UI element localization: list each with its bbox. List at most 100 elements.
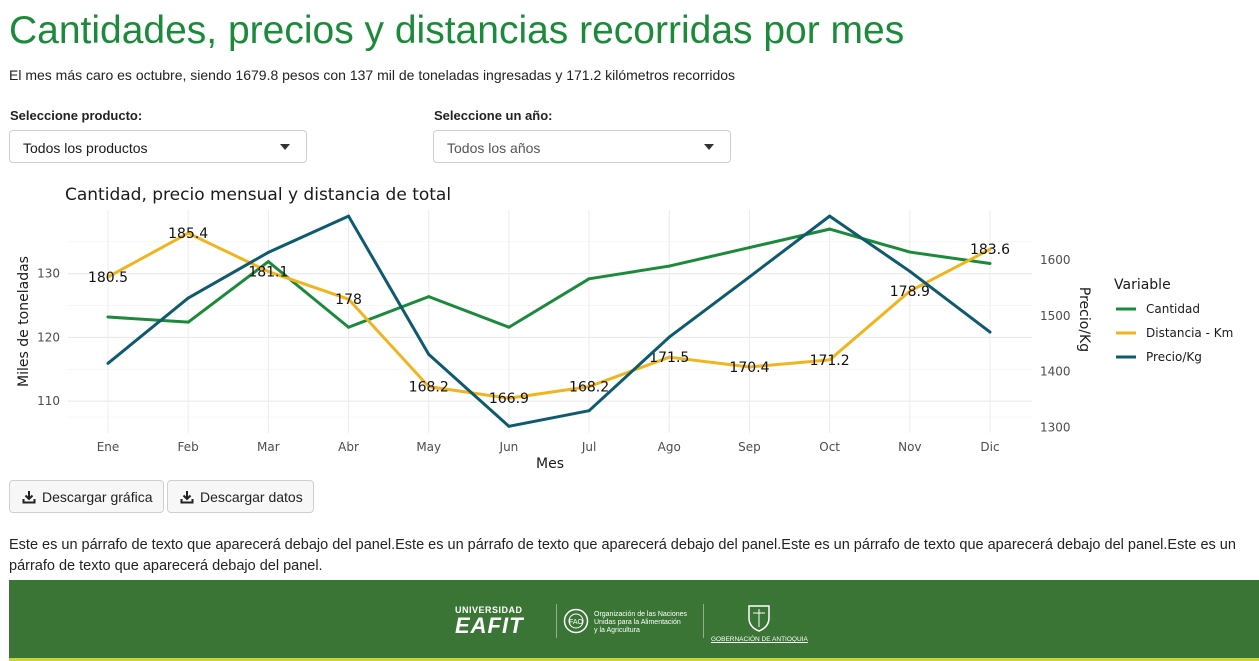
download-icon	[22, 490, 36, 503]
footer-accent-line	[9, 658, 1259, 661]
data-point-distancia-km	[908, 289, 912, 293]
data-point-cantidad	[186, 320, 190, 324]
series-line-precio-kg	[107, 214, 991, 428]
data-point-precio-kg	[266, 250, 270, 254]
coat-of-arms-icon	[748, 605, 770, 632]
svg-text:FAO: FAO	[569, 619, 584, 626]
eafit-logo-small: UNIVERSIDAD	[455, 605, 523, 615]
download-chart-label: Descargar gráfica	[42, 488, 153, 505]
x-tick-label: Jul	[581, 440, 596, 454]
footer-divider	[703, 604, 704, 638]
eafit-logo-big: EAFIT	[455, 613, 524, 638]
y2-tick-label: 1400	[1040, 365, 1071, 379]
x-tick-label: Ene	[97, 440, 120, 454]
data-label: 185.4	[168, 226, 208, 242]
y-tick-label: 120	[37, 330, 60, 344]
series-line-distancia-km	[107, 231, 991, 400]
fao-line: Organización de las Naciones	[594, 611, 687, 618]
data-point-cantidad	[507, 325, 511, 329]
data-label: 180.5	[88, 270, 128, 286]
y2-tick-label: 1500	[1040, 309, 1071, 323]
download-data-button[interactable]: Descargar datos	[167, 480, 314, 513]
data-point-distancia-km	[507, 396, 511, 400]
data-point-cantidad	[667, 264, 671, 268]
data-point-precio-kg	[988, 330, 992, 334]
fao-line: Unidas para la Alimentación	[594, 619, 681, 626]
data-point-cantidad	[106, 315, 110, 319]
y-axis-title: Miles de toneladas	[16, 256, 32, 387]
legend-title: Variable	[1114, 277, 1171, 293]
line-chart: 110 120 130 Ene Feb Mar Abr May Jun Jul Ago Sep Oct N…	[16, 185, 1233, 472]
x-tick-label: Feb	[178, 440, 199, 454]
x-tick-label: Sep	[738, 440, 761, 454]
data-point-cantidad	[347, 325, 351, 329]
data-point-precio-kg	[106, 361, 110, 365]
data-point-distancia-km	[347, 297, 351, 301]
data-point-precio-kg	[347, 214, 351, 218]
caret-down-icon	[280, 144, 290, 150]
y-tick-label: 110	[37, 394, 60, 408]
data-label: 166.9	[489, 391, 529, 407]
eafit-logo: UNIVERSIDAD EAFIT	[455, 606, 524, 637]
data-label: 170.4	[729, 360, 769, 376]
y2-tick-label: 1300	[1040, 420, 1071, 434]
data-point-cantidad	[587, 277, 591, 281]
y2-tick-label: 1600	[1040, 253, 1071, 267]
data-point-cantidad	[908, 250, 912, 254]
series-line-cantidad	[107, 227, 991, 329]
year-select-value: Todos los años	[447, 140, 541, 156]
data-point-distancia-km	[587, 385, 591, 389]
y2-axis-title: Precio/Kg	[1076, 287, 1092, 352]
legend-label: Precio/Kg	[1146, 350, 1202, 364]
chart-title: Cantidad, precio mensual y distancia de …	[65, 185, 451, 205]
data-label: 171.5	[649, 350, 689, 366]
data-point-distancia-km	[747, 365, 751, 369]
data-point-precio-kg	[587, 409, 591, 413]
data-point-distancia-km	[828, 358, 832, 362]
page-title: Cantidades, precios y distancias recorri…	[9, 9, 905, 52]
x-axis-title: Mes	[536, 456, 564, 472]
legend-label: Cantidad	[1146, 302, 1200, 316]
data-point-precio-kg	[427, 352, 431, 356]
year-select[interactable]: Todos los años	[433, 130, 731, 163]
data-point-precio-kg	[507, 424, 511, 428]
download-chart-button[interactable]: Descargar gráfica	[9, 480, 164, 513]
year-filter-label: Seleccione un año:	[434, 108, 553, 123]
x-tick-label: Abr	[338, 440, 359, 454]
legend-label: Distancia - Km	[1146, 326, 1233, 340]
data-point-cantidad	[266, 260, 270, 264]
data-label: 168.2	[569, 380, 609, 396]
footer-divider	[556, 604, 557, 638]
x-tick-label: Nov	[898, 440, 921, 454]
data-point-precio-kg	[908, 269, 912, 273]
data-point-distancia-km	[988, 247, 992, 251]
body-paragraph: Este es un párrafo de texto que aparecer…	[9, 537, 1236, 574]
data-point-precio-kg	[747, 275, 751, 279]
gobernacion-text: GOBERNACIÓN DE ANTIOQUIA	[711, 636, 808, 643]
data-label: 171.2	[810, 353, 850, 369]
fao-text: Organización de las Naciones Unidas para…	[594, 611, 687, 635]
download-icon	[180, 490, 194, 503]
fao-line: y la Agricultura	[594, 627, 640, 634]
data-label: 178.9	[890, 284, 930, 300]
download-data-label: Descargar datos	[200, 488, 303, 505]
product-filter-label: Seleccione producto:	[10, 108, 143, 123]
product-select-value: Todos los productos	[23, 140, 148, 156]
data-point-distancia-km	[427, 385, 431, 389]
x-tick-label: May	[416, 440, 441, 454]
data-point-distancia-km	[106, 275, 110, 279]
data-point-distancia-km	[667, 355, 671, 359]
x-tick-label: Jun	[499, 440, 519, 454]
data-point-precio-kg	[667, 335, 671, 339]
y-tick-label: 130	[37, 267, 60, 281]
fao-emblem-icon: FAO	[563, 608, 589, 634]
data-point-cantidad	[828, 227, 832, 231]
data-label: 178	[335, 292, 362, 308]
x-tick-label: Dic	[980, 440, 999, 454]
x-tick-label: Ago	[658, 440, 681, 454]
summary-text: El mes más caro es octubre, siendo 1679.…	[9, 67, 736, 83]
caret-down-icon	[704, 144, 714, 150]
data-label: 183.6	[970, 242, 1010, 258]
footer: UNIVERSIDAD EAFIT FAO Organización de la…	[9, 580, 1259, 661]
product-select[interactable]: Todos los productos	[9, 130, 307, 163]
